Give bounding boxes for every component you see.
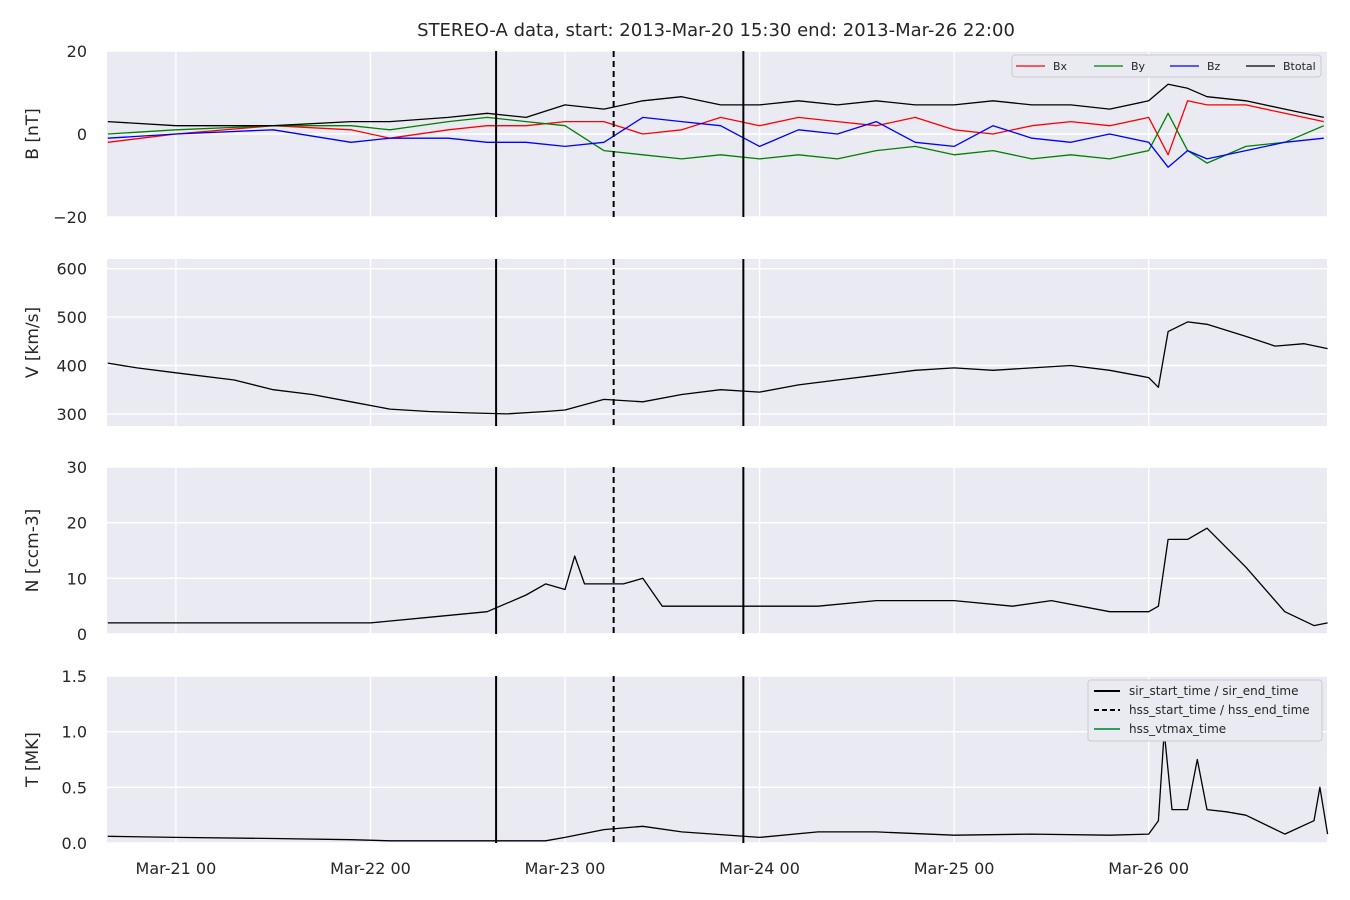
series-line-data [107,731,1329,842]
legend-label-btotal: Btotal [1283,60,1316,73]
plot-area [107,259,1327,426]
legend-label-bx: Bx [1053,60,1068,73]
y-tick-label: 300 [56,405,87,424]
series-line-by [107,112,1325,164]
x-tick-label: Mar-24 00 [719,859,800,878]
series-line-bz [107,116,1324,168]
y-tick-label: 1.5 [62,667,87,686]
y-axis-label: B [nT] [23,108,43,160]
x-tick-label: Mar-23 00 [525,859,606,878]
x-tick-label: Mar-25 00 [914,859,995,878]
y-tick-label: 10 [67,569,87,588]
y-tick-label: 20 [67,42,87,61]
x-tick-label: Mar-22 00 [330,859,411,878]
series-line-bx [107,100,1324,156]
legend-label-by: By [1131,60,1146,73]
series-line-data [107,321,1328,415]
panel-1: −20 0 20 B [nT] [23,42,1327,227]
y-tick-label: 0.5 [62,778,87,797]
series-line-btotal [107,83,1324,127]
plot-area [107,467,1327,634]
legend-box [1087,679,1323,742]
chart-title: STEREO-A data, start: 2013-Mar-20 15:30 … [417,20,1015,41]
y-tick-label: 20 [67,514,87,533]
y-tick-label: 1.0 [62,723,87,742]
series-line-data [107,527,1328,627]
legend-label-event: hss_start_time / hss_end_time [1129,703,1310,717]
panel-3: 0 10 20 30 N [ccm-3] [23,458,1328,644]
y-tick-label: 30 [67,458,87,477]
legend-label-bz: Bz [1207,60,1221,73]
y-axis-label: T [MK] [23,732,43,788]
legend-events: sir_start_time / sir_end_time hss_start_t… [1087,679,1323,742]
legend-label-event: hss_vtmax_time [1129,722,1226,736]
y-tick-label: 0 [77,125,87,144]
y-axis-label: N [ccm-3] [23,509,43,593]
y-tick-label: 600 [56,260,87,279]
y-tick-label: −20 [53,208,87,227]
y-tick-label: 400 [56,356,87,375]
y-tick-label: 0.0 [62,834,87,853]
y-tick-label: 500 [56,308,87,327]
x-tick-label: Mar-26 00 [1108,859,1189,878]
x-tick-label: Mar-21 00 [136,859,217,878]
legend-label-event: sir_start_time / sir_end_time [1129,684,1299,698]
legend-b: Bx By Bz Btotal [1011,54,1322,78]
legend-box [1011,54,1322,78]
y-axis-label: V [km/s] [23,307,43,378]
y-tick-label: 0 [77,625,87,644]
panel-2: 300 400 500 600 V [km/s] [23,259,1328,426]
